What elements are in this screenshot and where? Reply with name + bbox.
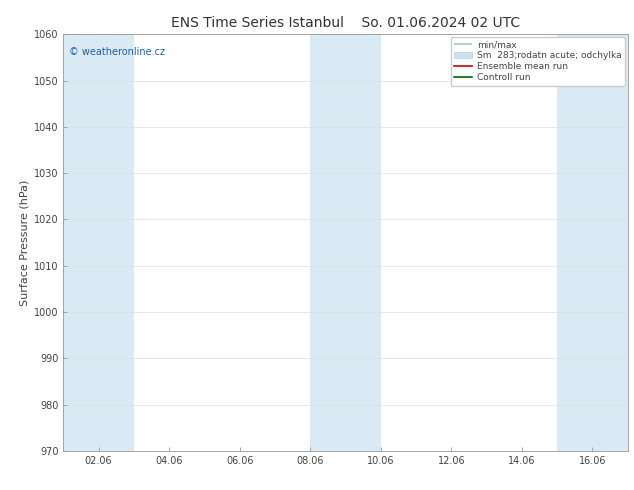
Legend: min/max, Sm  283;rodatn acute; odchylka, Ensemble mean run, Controll run: min/max, Sm 283;rodatn acute; odchylka, … <box>451 37 625 86</box>
Title: ENS Time Series Istanbul    So. 01.06.2024 02 UTC: ENS Time Series Istanbul So. 01.06.2024 … <box>171 16 520 30</box>
Y-axis label: Surface Pressure (hPa): Surface Pressure (hPa) <box>20 179 30 306</box>
Text: © weatheronline.cz: © weatheronline.cz <box>69 47 165 57</box>
Bar <box>310 34 381 451</box>
Bar <box>557 34 628 451</box>
Bar <box>63 34 134 451</box>
